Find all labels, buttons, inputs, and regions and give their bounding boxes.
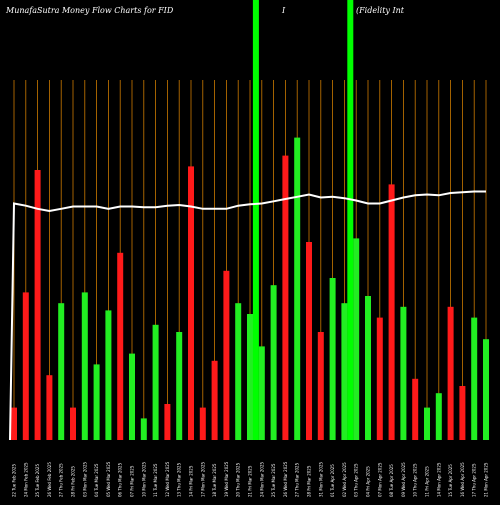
bar-24 bbox=[294, 137, 301, 440]
bar-13 bbox=[164, 404, 171, 440]
bar-34 bbox=[412, 378, 419, 440]
bar-6 bbox=[81, 292, 88, 440]
x-tick-label: 17 Mon Mar 2025 bbox=[200, 461, 205, 497]
chart-title-mid: I bbox=[281, 6, 286, 15]
money-flow-line bbox=[9, 190, 486, 441]
x-tick-label: 25 Tue Feb 2025 bbox=[35, 464, 40, 497]
bar-32 bbox=[388, 184, 395, 440]
x-tick-label: 15 Tue Apr 2025 bbox=[448, 464, 453, 497]
x-tick-label: 19 Wed Mar 2025 bbox=[224, 461, 229, 497]
bar-10 bbox=[129, 353, 135, 440]
spike-markers bbox=[252, 0, 354, 440]
x-tick-label: 04 Fri Apr 2025 bbox=[366, 466, 371, 497]
bar-5 bbox=[70, 407, 76, 440]
bar-33 bbox=[400, 306, 407, 440]
bar-19 bbox=[235, 303, 242, 440]
x-tick-label: 28 Fri Mar 2025 bbox=[307, 465, 312, 497]
x-tick-label: 10 Mon Mar 2025 bbox=[141, 461, 146, 497]
bar-4 bbox=[58, 303, 65, 440]
x-tick-label: 04 Tue Mar 2025 bbox=[94, 463, 99, 497]
line-series bbox=[9, 190, 486, 441]
x-tick-label: 28 Fri Feb 2025 bbox=[71, 466, 76, 497]
bar-27 bbox=[329, 278, 336, 440]
x-tick-label: 16 Wed Apr 2025 bbox=[460, 462, 465, 497]
x-tick-label: 03 Thu Apr 2025 bbox=[354, 463, 359, 497]
x-tick-label: 02 Wed Apr 2025 bbox=[342, 462, 347, 497]
bar-23 bbox=[282, 155, 289, 440]
x-tick-label: 17 Thu Apr 2025 bbox=[472, 463, 477, 497]
x-tick-label: 05 Wed Mar 2025 bbox=[106, 461, 111, 497]
bar-11 bbox=[140, 418, 147, 440]
bar-17 bbox=[211, 360, 218, 440]
bar-3 bbox=[46, 375, 53, 440]
spike-1 bbox=[347, 0, 354, 440]
bar-30 bbox=[365, 296, 371, 440]
x-tick-label: 20 Thu Mar 2025 bbox=[236, 462, 241, 497]
bar-9 bbox=[117, 252, 124, 440]
bar-15 bbox=[188, 166, 194, 440]
bar-1 bbox=[22, 292, 29, 440]
x-tick-label: 06 Thu Mar 2025 bbox=[118, 462, 123, 497]
x-tick-label: 12 Wed Mar 2025 bbox=[165, 461, 170, 497]
x-tick-label: 03 Mon Mar 2025 bbox=[82, 461, 87, 497]
x-tick-label: 09 Wed Apr 2025 bbox=[401, 462, 406, 497]
bar-series bbox=[11, 137, 489, 440]
x-tick-label: 13 Thu Mar 2025 bbox=[177, 462, 182, 497]
bar-0 bbox=[11, 407, 17, 440]
x-tick-label: 24 Mon Feb 2025 bbox=[23, 462, 28, 497]
x-tick-label: 14 Mon Apr 2025 bbox=[436, 462, 441, 497]
bar-20 bbox=[247, 314, 253, 440]
x-tick-label: 22 Tue Feb 2025 bbox=[12, 464, 17, 497]
bar-21 bbox=[258, 346, 265, 440]
x-tick-label: 11 Fri Apr 2025 bbox=[425, 466, 430, 497]
bar-22 bbox=[270, 285, 277, 440]
spike-0 bbox=[252, 0, 259, 440]
bar-28 bbox=[341, 303, 348, 440]
bar-18 bbox=[223, 270, 230, 440]
x-tick-label: 25 Tue Mar 2025 bbox=[271, 463, 276, 497]
x-tick-label: 01 Tue Apr 2025 bbox=[330, 464, 335, 497]
x-tick-label: 21 Fri Mar 2025 bbox=[248, 465, 253, 497]
x-tick-label: 11 Tue Mar 2025 bbox=[153, 463, 158, 497]
chart-title-right: (Fidelity Int bbox=[356, 6, 405, 15]
bar-37 bbox=[447, 306, 454, 440]
bar-36 bbox=[435, 393, 442, 440]
bar-40 bbox=[483, 339, 489, 440]
x-tick-label: 21 Mon Apr 2025 bbox=[484, 462, 489, 497]
bar-35 bbox=[424, 407, 430, 440]
bar-12 bbox=[152, 324, 159, 440]
x-tick-label: 18 Tue Mar 2025 bbox=[212, 463, 217, 497]
chart-title-left: MunafaSutra Money Flow Charts for FID bbox=[5, 6, 174, 15]
x-tick-label: 31 Mon Mar 2025 bbox=[318, 461, 323, 497]
bar-14 bbox=[176, 332, 183, 440]
x-tick-label: 07 Mon Apr 2025 bbox=[377, 462, 382, 497]
x-tick-label: 10 Thu Apr 2025 bbox=[413, 463, 418, 497]
bar-8 bbox=[105, 310, 112, 440]
bar-31 bbox=[376, 317, 383, 440]
x-tick-label: 07 Fri Mar 2025 bbox=[130, 465, 135, 497]
bar-25 bbox=[306, 242, 312, 440]
bar-2 bbox=[34, 170, 41, 440]
bar-16 bbox=[199, 407, 206, 440]
x-tick-label: 27 Thu Feb 2025 bbox=[59, 463, 64, 497]
bar-7 bbox=[93, 364, 100, 440]
x-tick-label: 14 Fri Mar 2025 bbox=[189, 465, 194, 497]
bar-26 bbox=[317, 332, 324, 440]
x-tick-label: 27 Thu Mar 2025 bbox=[295, 462, 300, 497]
x-tick-label: 08 Tue Apr 2025 bbox=[389, 464, 394, 497]
x-tick-label: 24 Mon Mar 2025 bbox=[259, 461, 264, 497]
x-tick-label: 26 Wed Mar 2025 bbox=[283, 461, 288, 497]
bar-29 bbox=[353, 238, 360, 440]
bar-39 bbox=[471, 317, 478, 440]
x-tick-label: 26 Wed Feb 2025 bbox=[47, 462, 52, 497]
bar-38 bbox=[459, 386, 466, 440]
x-axis-tick-labels: 22 Tue Feb 2025 24 Mon Feb 2025 25 Tue Feb… bbox=[12, 461, 489, 497]
